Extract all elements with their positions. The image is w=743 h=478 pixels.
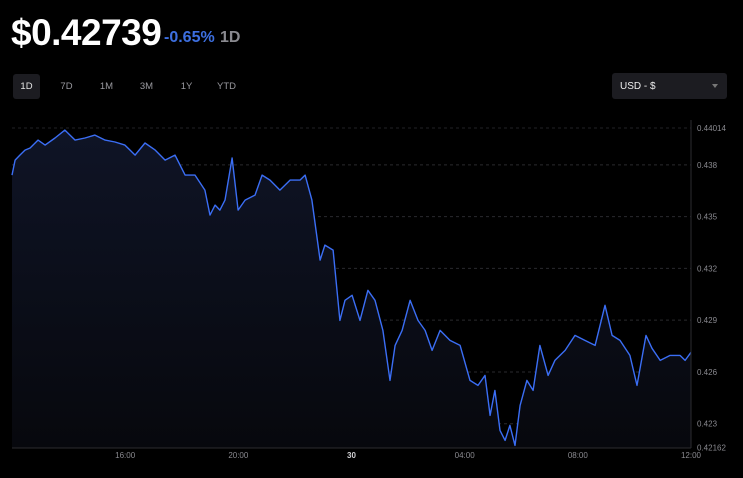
- range-selector: 1D 7D 1M 3M 1Y YTD: [13, 74, 253, 99]
- price-area-fill: [12, 130, 691, 448]
- current-price: $0.42739: [11, 12, 162, 53]
- chevron-down-icon: [712, 84, 718, 88]
- currency-select-value: USD - $: [620, 80, 656, 92]
- y-tick-label: 0.438: [697, 161, 718, 170]
- x-tick-label: 08:00: [568, 451, 589, 460]
- range-7d-button[interactable]: 7D: [60, 81, 73, 92]
- change-period: 1D: [220, 29, 241, 46]
- y-tick-label: 0.423: [697, 420, 718, 429]
- x-tick-label: 12:00: [681, 451, 702, 460]
- y-tick-label: 0.432: [697, 264, 718, 273]
- x-tick-label: 30: [347, 451, 356, 460]
- price-change-percent: -0.65%: [164, 29, 215, 46]
- y-tick-label: 0.429: [697, 316, 718, 325]
- range-1d-button[interactable]: 1D: [13, 74, 40, 99]
- range-3m-button[interactable]: 3M: [139, 81, 154, 92]
- x-tick-label: 20:00: [228, 451, 249, 460]
- y-tick-label: 0.44014: [697, 124, 726, 133]
- x-tick-label: 04:00: [455, 451, 476, 460]
- range-ytd-button[interactable]: YTD: [217, 81, 236, 92]
- y-tick-label: 0.426: [697, 368, 718, 377]
- x-tick-label: 16:00: [115, 451, 136, 460]
- y-tick-label: 0.42162: [697, 444, 726, 453]
- range-1y-button[interactable]: 1Y: [180, 81, 193, 92]
- price-line: [11, 129, 692, 447]
- range-1m-button[interactable]: 1M: [99, 81, 114, 92]
- currency-select[interactable]: USD - $: [612, 73, 727, 99]
- y-tick-label: 0.435: [697, 213, 718, 222]
